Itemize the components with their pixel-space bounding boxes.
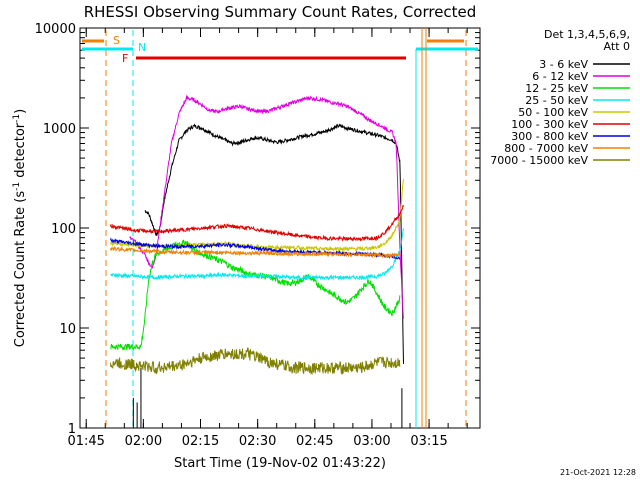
series-group: [110, 94, 404, 428]
legend-label: 50 - 100 keV: [518, 106, 588, 119]
x-tick-label: 02:00: [125, 434, 162, 449]
flag-s-label: S: [113, 34, 120, 47]
legend-header-line1: Det 1,3,4,5,6,9,: [544, 28, 630, 41]
y-tick-label: 1: [68, 422, 76, 437]
legend-label: 800 - 7000 keV: [504, 142, 588, 155]
y-axis-label-exp1: -1: [12, 182, 22, 191]
x-tick-label: 02:30: [239, 434, 276, 449]
x-tick-label: 03:15: [410, 434, 447, 449]
x-axis-label: Start Time (19-Nov-02 01:43:22): [174, 456, 386, 471]
x-tick-label: 01:45: [67, 434, 104, 449]
y-axis-label-main: Corrected Count Rate (s: [13, 191, 28, 348]
legend-label: 25 - 50 keV: [525, 94, 588, 107]
y-tick-label: 1000: [43, 122, 76, 137]
x-tick-label: 02:15: [182, 434, 219, 449]
y-tick-label: 10000: [35, 22, 76, 37]
chart-title: RHESSI Observing Summary Count Rates, Co…: [84, 3, 477, 21]
series-line: [110, 245, 401, 259]
plot-area: 1 10 100 1000 10000 01:45 02:00 02:15 02:30 02:4…: [35, 22, 481, 449]
legend-label: 12 - 25 keV: [525, 82, 588, 95]
x-tick-label: 02:45: [296, 434, 333, 449]
x-ticks: 01:45 02:00 02:15 02:30 02:45 03:00 03:15: [67, 28, 468, 449]
y-axis-label-exp2: -1: [12, 114, 22, 123]
series-line: [110, 204, 404, 242]
flag-f-label: F: [122, 52, 128, 65]
series-line: [110, 239, 401, 351]
legend-label: 300 - 800 keV: [511, 130, 588, 143]
series-line: [110, 228, 404, 281]
x-tick-label: 03:00: [353, 434, 390, 449]
y-axis-label-end: ): [13, 109, 28, 114]
series-line: [110, 347, 401, 376]
series-line: [144, 123, 404, 364]
y-tick-label: 100: [51, 222, 76, 237]
legend-header-line2: Att 0: [604, 40, 630, 53]
y-tick-label: 10: [59, 322, 76, 337]
legend-label: 100 - 300 keV: [511, 118, 588, 131]
footer-date: 21-Oct-2021 12:28: [560, 468, 636, 477]
legend-label: 6 - 12 keV: [532, 70, 588, 83]
legend-label: 3 - 6 keV: [539, 58, 588, 71]
series-line: [129, 94, 404, 319]
y-ticks: 1 10 100 1000 10000: [35, 22, 480, 437]
legend-label: 7000 - 15000 keV: [490, 154, 588, 167]
y-axis-label-mid: detector: [13, 122, 28, 182]
flag-n-label: N: [138, 41, 146, 54]
y-axis-label: Corrected Count Rate (s-1 detector-1): [12, 109, 28, 347]
